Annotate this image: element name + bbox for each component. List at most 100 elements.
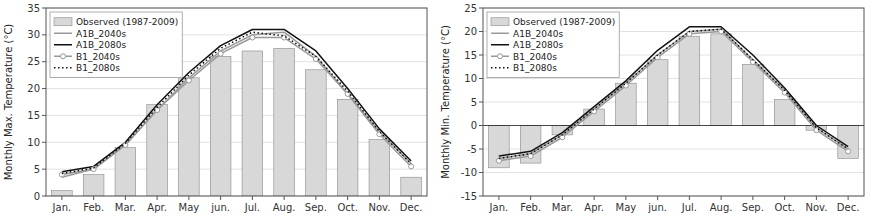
x-tick — [379, 196, 380, 200]
x-tick — [284, 196, 285, 200]
x-tick — [220, 196, 221, 200]
bar — [179, 78, 200, 196]
legend-swatch — [491, 67, 509, 69]
y-tick-label: 10 — [464, 73, 477, 84]
y-tick — [479, 149, 483, 150]
y-tick — [42, 88, 46, 89]
legend-swatch — [491, 33, 509, 35]
y-tick-label: 30 — [27, 29, 40, 40]
bar — [115, 148, 136, 196]
legend-label: A1B_2040s — [76, 29, 126, 39]
plot-frame — [483, 8, 864, 196]
y-tick-label: 25 — [464, 3, 477, 14]
x-tick — [93, 196, 94, 200]
bar — [679, 36, 700, 125]
x-tick-label: May — [179, 202, 200, 213]
y-tick — [479, 102, 483, 103]
bar — [401, 177, 422, 196]
legend-label: Observed (1987-2009) — [513, 17, 615, 27]
grid-line — [483, 102, 864, 103]
bar — [52, 191, 73, 196]
y-tick — [479, 125, 483, 126]
y-tick-label: -5 — [467, 144, 477, 155]
bar — [83, 175, 104, 196]
bar — [743, 64, 764, 125]
legend-label: Observed (1987-2009) — [76, 17, 178, 27]
x-tick — [252, 196, 253, 200]
y-axis-label: Monthly Max. Temperature (°C) — [3, 24, 14, 181]
legend-label: B1_2040s — [76, 52, 120, 62]
x-tick-label: Mar. — [552, 202, 573, 213]
x-tick-label: Sep. — [305, 202, 327, 213]
y-tick-label: -10 — [461, 167, 477, 178]
line — [62, 38, 411, 175]
x-tick — [848, 196, 849, 200]
marker — [496, 158, 501, 163]
y-tick — [42, 142, 46, 143]
legend-swatch — [54, 67, 72, 69]
x-tick-label: Sep. — [742, 202, 764, 213]
legend: Observed (1987-2009)A1B_2040sA1B_2080sB1… — [50, 12, 182, 78]
y-tick-label: 35 — [27, 3, 40, 14]
y-tick — [479, 8, 483, 9]
x-tick-label: Apr. — [584, 202, 604, 213]
y-axis-label: Monthly Min. Temperature (°C) — [440, 25, 451, 179]
bar — [306, 70, 327, 196]
legend-swatch — [491, 18, 509, 26]
legend-swatch — [491, 44, 509, 46]
marker — [218, 51, 223, 56]
line — [62, 32, 411, 177]
x-tick-label: Oct. — [337, 202, 357, 213]
legend-label: A1B_2040s — [513, 29, 563, 39]
marker — [250, 35, 255, 40]
y-tick — [42, 8, 46, 9]
y-tick-label: 15 — [464, 50, 477, 61]
marker — [846, 149, 851, 154]
x-tick-label: Dec. — [837, 202, 860, 213]
bar — [210, 56, 231, 196]
x-tick-label: Mar. — [115, 202, 136, 213]
line — [499, 29, 848, 158]
x-tick — [157, 196, 158, 200]
y-tick — [479, 31, 483, 32]
grid-line — [483, 78, 864, 79]
y-tick — [42, 34, 46, 35]
plot-area — [483, 27, 864, 168]
y-tick — [42, 169, 46, 170]
y-tick — [479, 196, 483, 197]
x-tick — [347, 196, 348, 200]
plot-frame — [46, 8, 427, 196]
bar — [369, 140, 390, 196]
line — [62, 32, 411, 173]
x-tick — [657, 196, 658, 200]
zero-line — [483, 125, 864, 126]
bar — [647, 60, 668, 126]
bar — [489, 126, 510, 168]
marker — [409, 164, 414, 169]
bar — [711, 34, 732, 126]
x-tick — [530, 196, 531, 200]
grid-line — [483, 172, 864, 173]
marker — [814, 128, 819, 133]
panel: 05101520253035Monthly Max. Temperature (… — [3, 3, 427, 214]
legend-swatch — [54, 33, 72, 35]
x-tick — [411, 196, 412, 200]
panel: -15-10-50510152025Monthly Min. Temperatu… — [440, 3, 864, 214]
bar — [242, 51, 263, 196]
y-tick-label: 10 — [27, 137, 40, 148]
y-tick — [42, 115, 46, 116]
x-tick-label: Feb. — [83, 202, 104, 213]
line — [62, 29, 411, 171]
legend-label: A1B_2080s — [513, 40, 563, 50]
x-tick-label: jun. — [210, 202, 230, 213]
x-tick — [625, 196, 626, 200]
legend-box — [50, 12, 182, 78]
x-tick-label: Apr. — [147, 202, 167, 213]
y-tick — [479, 78, 483, 79]
bar — [337, 99, 358, 196]
bar — [274, 48, 295, 196]
x-tick — [752, 196, 753, 200]
x-tick-label: Aug. — [273, 202, 296, 213]
x-tick — [816, 196, 817, 200]
plot-area — [52, 29, 422, 196]
